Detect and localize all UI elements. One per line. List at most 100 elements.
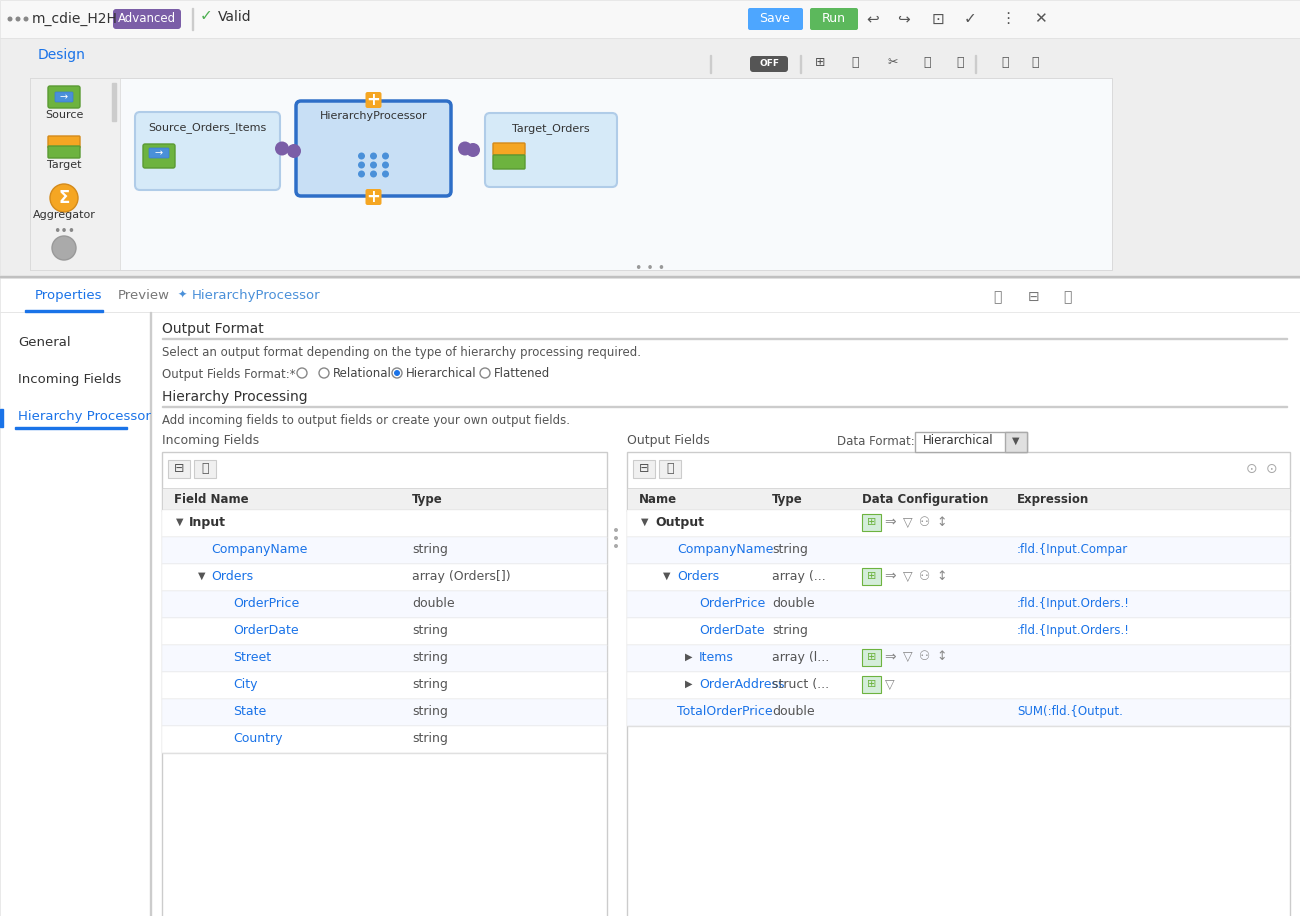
Text: ▽: ▽ bbox=[903, 650, 913, 663]
Bar bbox=[659, 460, 681, 478]
Bar bbox=[627, 645, 1290, 672]
Text: ✓: ✓ bbox=[200, 8, 213, 23]
Text: ⊞: ⊞ bbox=[867, 679, 876, 689]
Bar bbox=[1005, 432, 1027, 452]
Bar bbox=[162, 699, 607, 726]
Text: Output Fields Format:*: Output Fields Format:* bbox=[162, 368, 295, 381]
FancyBboxPatch shape bbox=[493, 155, 525, 169]
Text: Design: Design bbox=[38, 48, 86, 62]
Text: +: + bbox=[367, 91, 381, 109]
Circle shape bbox=[370, 170, 377, 178]
Text: OrderDate: OrderDate bbox=[233, 624, 299, 637]
Text: Country: Country bbox=[233, 732, 282, 745]
Bar bbox=[0, 0, 1300, 38]
Text: CompanyName: CompanyName bbox=[211, 543, 307, 556]
Text: ↩: ↩ bbox=[867, 12, 879, 27]
Circle shape bbox=[296, 368, 307, 378]
Text: ⇒: ⇒ bbox=[884, 650, 896, 664]
Text: ⬛: ⬛ bbox=[1063, 290, 1071, 304]
Text: Target_Orders: Target_Orders bbox=[512, 123, 590, 134]
Text: Source: Source bbox=[44, 110, 83, 120]
Text: OrderDate: OrderDate bbox=[699, 624, 764, 637]
Circle shape bbox=[394, 370, 400, 376]
Text: HierarchyProcessor: HierarchyProcessor bbox=[192, 289, 321, 302]
Text: Properties: Properties bbox=[35, 289, 103, 302]
FancyBboxPatch shape bbox=[135, 112, 280, 190]
Bar bbox=[627, 591, 1290, 618]
Text: ⊞: ⊞ bbox=[867, 652, 876, 662]
Text: Incoming Fields: Incoming Fields bbox=[18, 373, 121, 386]
Bar bbox=[0, 278, 1300, 312]
Text: string: string bbox=[412, 732, 448, 745]
Text: Hierarchy Processing: Hierarchy Processing bbox=[162, 390, 308, 404]
Text: ▽: ▽ bbox=[903, 516, 913, 529]
Text: ▶: ▶ bbox=[685, 679, 693, 689]
Text: array (l...: array (l... bbox=[772, 651, 829, 664]
Text: :fld.{Input.Orders.!: :fld.{Input.Orders.! bbox=[1017, 624, 1130, 637]
Circle shape bbox=[382, 161, 389, 169]
Text: Name: Name bbox=[640, 493, 677, 506]
Text: Valid: Valid bbox=[218, 10, 252, 24]
Circle shape bbox=[614, 528, 618, 532]
Circle shape bbox=[287, 144, 302, 158]
Bar bbox=[162, 645, 607, 672]
Text: TotalOrderPrice: TotalOrderPrice bbox=[677, 705, 772, 718]
Text: Expression: Expression bbox=[1017, 493, 1089, 506]
FancyBboxPatch shape bbox=[365, 189, 381, 205]
Text: string: string bbox=[412, 543, 448, 556]
FancyBboxPatch shape bbox=[143, 144, 176, 168]
Text: SUM(:fld.{Output.: SUM(:fld.{Output. bbox=[1017, 705, 1123, 718]
Text: array (Orders[]): array (Orders[]) bbox=[412, 570, 511, 583]
Text: General: General bbox=[18, 336, 70, 349]
FancyBboxPatch shape bbox=[150, 148, 169, 158]
Text: ⊙: ⊙ bbox=[1247, 462, 1258, 476]
Bar bbox=[627, 510, 1290, 537]
Text: ⊞: ⊞ bbox=[867, 517, 876, 527]
Bar bbox=[627, 537, 1290, 564]
Text: State: State bbox=[233, 705, 266, 718]
Text: string: string bbox=[412, 624, 448, 637]
Bar bbox=[162, 672, 607, 699]
Text: Flattened: Flattened bbox=[494, 367, 550, 380]
Bar bbox=[0, 276, 1300, 278]
Text: Type: Type bbox=[412, 493, 443, 506]
Text: OFF: OFF bbox=[759, 60, 779, 69]
Text: Preview: Preview bbox=[118, 289, 170, 302]
Text: Advanced: Advanced bbox=[118, 13, 176, 26]
Text: Output Fields: Output Fields bbox=[627, 434, 710, 447]
FancyBboxPatch shape bbox=[810, 8, 858, 30]
Text: ⊟: ⊟ bbox=[1028, 290, 1040, 304]
Text: ▽: ▽ bbox=[903, 570, 913, 583]
Text: CompanyName: CompanyName bbox=[677, 543, 774, 556]
Bar bbox=[627, 452, 1290, 916]
Text: Target: Target bbox=[47, 160, 81, 170]
Text: string: string bbox=[772, 624, 807, 637]
Text: ✓: ✓ bbox=[963, 12, 976, 27]
Text: 🔍: 🔍 bbox=[1031, 57, 1039, 70]
Text: ⊞: ⊞ bbox=[815, 57, 826, 70]
Text: ⊞: ⊞ bbox=[867, 571, 876, 581]
FancyBboxPatch shape bbox=[48, 146, 81, 158]
Bar bbox=[862, 568, 881, 585]
Circle shape bbox=[358, 161, 365, 169]
Text: •••: ••• bbox=[53, 225, 75, 238]
Text: +: + bbox=[367, 188, 381, 206]
Bar bbox=[627, 564, 1290, 591]
Circle shape bbox=[393, 368, 402, 378]
Text: ⚇: ⚇ bbox=[919, 570, 931, 583]
Text: Σ: Σ bbox=[58, 189, 70, 207]
Text: ⧉: ⧉ bbox=[202, 463, 209, 475]
Text: Select an output format depending on the type of hierarchy processing required.: Select an output format depending on the… bbox=[162, 346, 641, 359]
Bar bbox=[627, 618, 1290, 645]
Bar bbox=[162, 591, 607, 618]
Text: OrderAddress: OrderAddress bbox=[699, 678, 784, 691]
Text: Save: Save bbox=[759, 13, 790, 26]
Text: ⧉: ⧉ bbox=[666, 463, 673, 475]
Circle shape bbox=[49, 184, 78, 212]
Text: Incoming Fields: Incoming Fields bbox=[162, 434, 259, 447]
FancyBboxPatch shape bbox=[48, 86, 81, 108]
FancyBboxPatch shape bbox=[750, 56, 788, 72]
Circle shape bbox=[458, 141, 472, 156]
Text: Items: Items bbox=[699, 651, 734, 664]
Bar bbox=[862, 514, 881, 531]
